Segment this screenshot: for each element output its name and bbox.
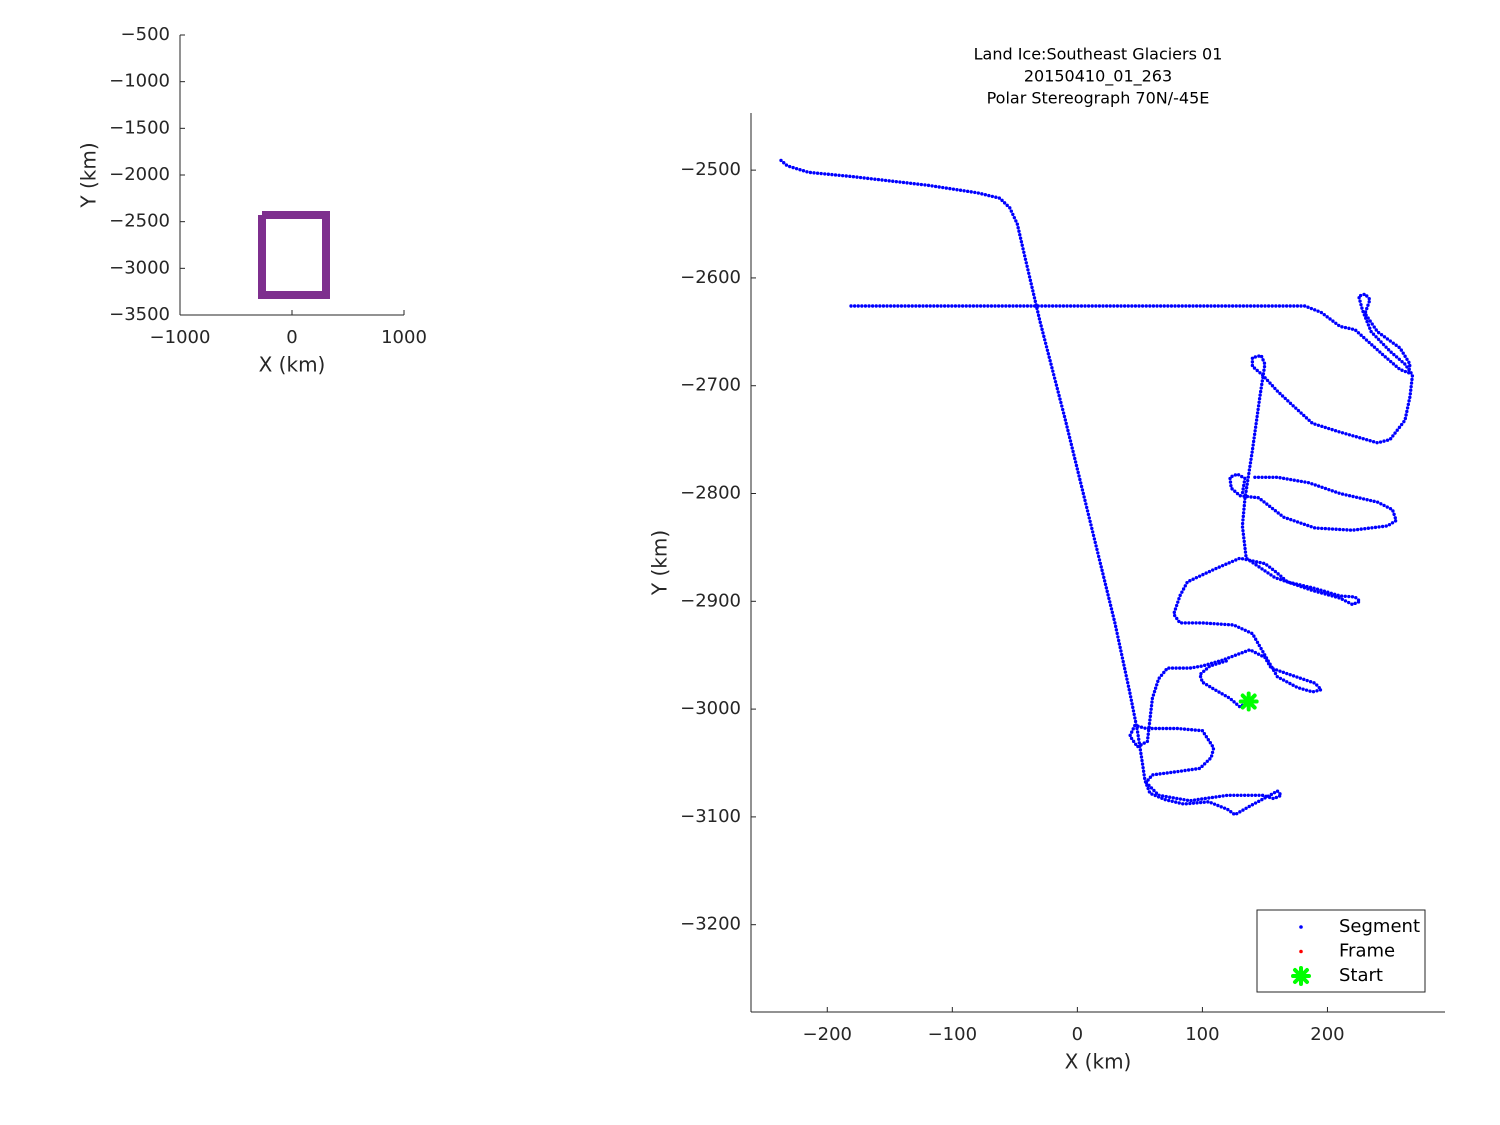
legend-box xyxy=(1256,909,1426,993)
legend-label: Frame xyxy=(1339,941,1395,962)
x-tick-label: −200 xyxy=(803,1024,852,1045)
y-tick-label: −2500 xyxy=(680,159,741,180)
y-tick-label: −3500 xyxy=(109,304,170,325)
start-marker xyxy=(1238,691,1259,712)
y-tick-label: −2500 xyxy=(109,211,170,232)
legend-label: Start xyxy=(1339,965,1383,986)
x-axis-label: X (km) xyxy=(1065,1050,1132,1074)
track-line xyxy=(258,211,330,299)
legend-marker xyxy=(1291,966,1311,986)
legend-label: Segment xyxy=(1339,916,1420,937)
y-tick-label: −1000 xyxy=(109,71,170,92)
x-axis-label: X (km) xyxy=(259,353,326,377)
y-tick-label: −2600 xyxy=(680,267,741,288)
x-tick-label: 0 xyxy=(286,327,297,348)
chart-title: 20150410_01_263 xyxy=(1024,67,1172,87)
y-tick-label: −2800 xyxy=(680,483,741,504)
y-tick-label: −500 xyxy=(121,24,170,45)
y-tick-label: −3000 xyxy=(109,257,170,278)
chart-title: Land Ice:Southeast Glaciers 01 xyxy=(974,45,1223,64)
y-tick-label: −2900 xyxy=(680,590,741,611)
y-axis-label: Y (km) xyxy=(648,530,672,596)
y-axis-label: Y (km) xyxy=(77,142,101,208)
x-tick-label: 1000 xyxy=(381,327,427,348)
track-points xyxy=(779,158,1415,817)
y-tick-label: −3100 xyxy=(680,806,741,827)
x-tick-label: −100 xyxy=(928,1024,977,1045)
x-tick-label: −1000 xyxy=(150,327,211,348)
legend-marker xyxy=(1299,949,1303,954)
x-tick-label: 200 xyxy=(1310,1024,1344,1045)
chart-title: Polar Stereograph 70N/-45E xyxy=(987,89,1210,108)
x-tick-label: 0 xyxy=(1072,1024,1083,1045)
legend-marker xyxy=(1299,925,1303,929)
y-tick-label: −2000 xyxy=(109,164,170,185)
y-tick-label: −2700 xyxy=(680,375,741,396)
x-tick-label: 100 xyxy=(1185,1024,1219,1045)
y-tick-label: −3200 xyxy=(680,914,741,935)
y-tick-label: −1500 xyxy=(109,117,170,138)
y-tick-label: −3000 xyxy=(680,698,741,719)
